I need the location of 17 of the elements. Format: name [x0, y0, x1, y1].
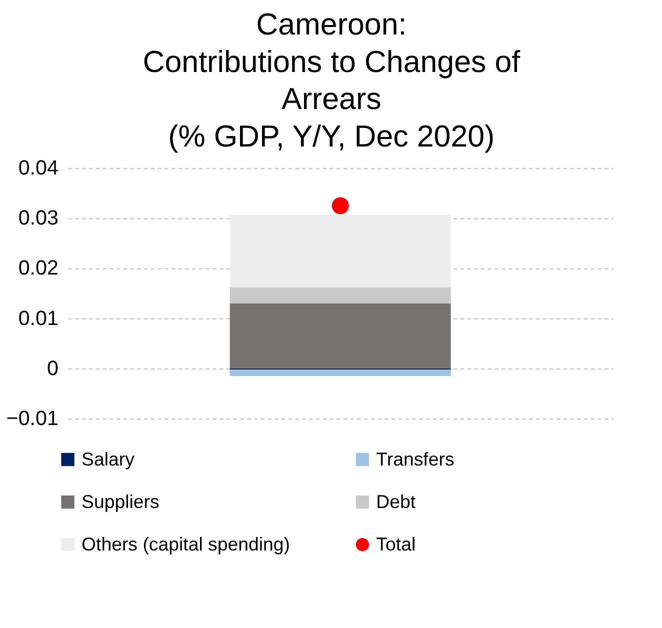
- legend-label: Debt: [376, 490, 416, 512]
- y-tick-label: 0.03: [18, 206, 58, 230]
- bar: [230, 369, 451, 376]
- legend-label: Total: [376, 534, 416, 555]
- y-tick-label: 0.04: [18, 156, 58, 180]
- legend-label: Transfers: [376, 448, 454, 470]
- legend-label: Suppliers: [82, 490, 160, 512]
- y-tick-label: 0: [46, 356, 58, 380]
- bar: [230, 214, 451, 288]
- y-tick-label: −0.01: [6, 406, 58, 430]
- legend-label: Salary: [82, 448, 136, 470]
- y-tick-label: 0.02: [18, 256, 58, 280]
- chart-title: Cameroon: Contributions to Changes of Arrears (% GDP, Y/Y, Dec 2020): [142, 8, 521, 154]
- legend-label: Others (capital spending): [82, 534, 290, 555]
- bar: [230, 303, 451, 368]
- bar: [230, 287, 451, 304]
- y-tick-label: 0.01: [18, 306, 58, 330]
